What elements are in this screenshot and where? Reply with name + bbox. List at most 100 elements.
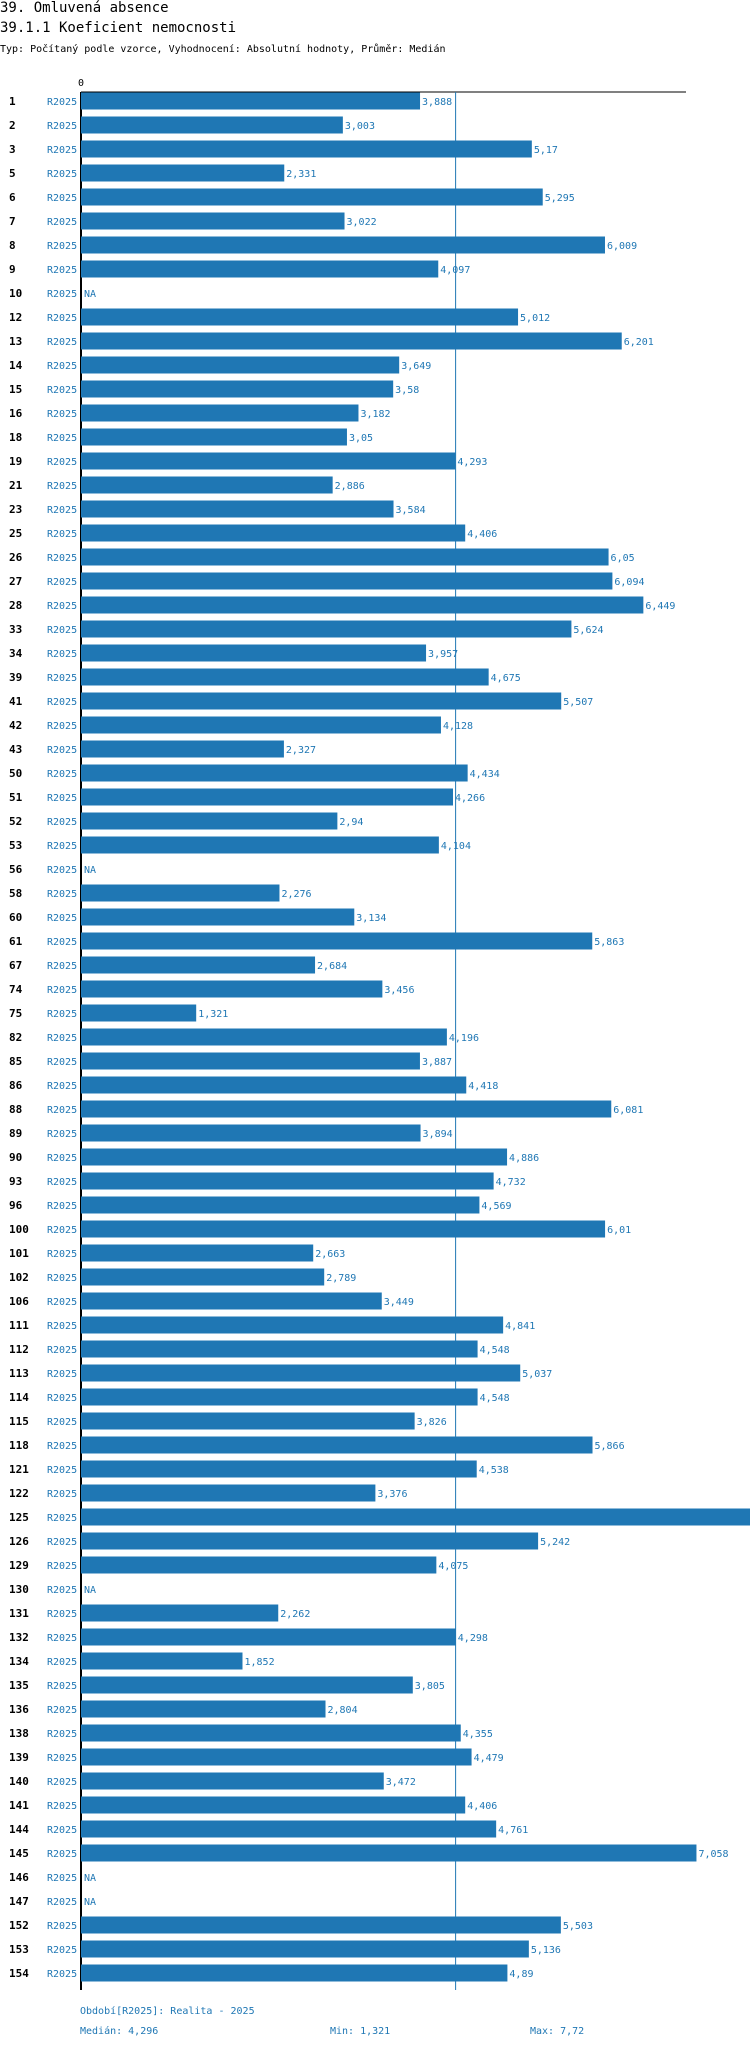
series-label: R2025 [47, 457, 77, 468]
row-label: 42 [9, 719, 22, 732]
bar [81, 956, 316, 974]
data-label: 5,242 [540, 1537, 570, 1548]
bar [81, 1700, 326, 1718]
footer-period: Období[R2025]: Realita - 2025 [80, 2006, 255, 2017]
data-label: 4,886 [509, 1153, 539, 1164]
series-label: R2025 [47, 913, 77, 924]
row-label: 154 [9, 1967, 29, 1980]
row-label: 7 [9, 215, 16, 228]
data-label: 5,295 [545, 193, 575, 204]
bar [81, 1220, 606, 1238]
bar [81, 1148, 508, 1166]
series-label: R2025 [47, 1945, 77, 1956]
data-label: 3,58 [395, 385, 419, 396]
row-label: 9 [9, 263, 16, 276]
row-label: 93 [9, 1175, 22, 1188]
series-label: R2025 [47, 721, 77, 732]
row-label: 141 [9, 1799, 29, 1812]
series-label: R2025 [47, 1465, 77, 1476]
row-label: 15 [9, 383, 22, 396]
row-label: 16 [9, 407, 23, 420]
data-label: 5,037 [522, 1369, 552, 1380]
bar [81, 908, 355, 926]
bar [81, 404, 359, 422]
row-label: 89 [9, 1127, 22, 1140]
bar [81, 1292, 382, 1310]
series-label: R2025 [47, 937, 77, 948]
series-label: R2025 [47, 1633, 77, 1644]
series-label: R2025 [47, 553, 77, 564]
series-label: R2025 [47, 1177, 77, 1188]
bar [81, 1964, 508, 1982]
footer-median: Medián: 4,296 [80, 2026, 159, 2037]
row-label: 145 [9, 1847, 29, 1860]
row-label: 101 [9, 1247, 29, 1260]
row-label: 5 [9, 167, 16, 180]
row-label: 39 [9, 671, 22, 684]
series-label: R2025 [47, 337, 77, 348]
series-label: R2025 [47, 889, 77, 900]
bar [81, 1004, 197, 1022]
data-label: 4,841 [505, 1321, 535, 1332]
bar [81, 476, 333, 494]
bar [81, 1748, 472, 1766]
row-label: 139 [9, 1751, 29, 1764]
row-label: 18 [9, 431, 22, 444]
row-label: 122 [9, 1487, 29, 1500]
data-label: 2,94 [339, 817, 363, 828]
data-label: 4,548 [480, 1393, 510, 1404]
na-label: NA [84, 1897, 96, 1908]
data-label: 4,128 [443, 721, 473, 732]
chart-title: 39.1.1 Koeficient nemocnosti [0, 20, 237, 36]
bar [81, 836, 439, 854]
row-label: 8 [9, 239, 16, 252]
series-label: R2025 [47, 1513, 77, 1524]
bar [81, 548, 609, 566]
series-label: R2025 [47, 1777, 77, 1788]
data-label: 3,649 [401, 361, 431, 372]
row-label: 86 [9, 1079, 23, 1092]
series-label: R2025 [47, 1801, 77, 1812]
bar [81, 1556, 437, 1574]
data-label: 4,675 [491, 673, 521, 684]
data-label: 3,472 [386, 1777, 416, 1788]
data-label: 3,888 [422, 97, 452, 108]
na-label: NA [84, 1873, 96, 1884]
row-label: 14 [9, 359, 23, 372]
bar [81, 1388, 478, 1406]
series-label: R2025 [47, 1297, 77, 1308]
series-label: R2025 [47, 1753, 77, 1764]
row-label: 106 [9, 1295, 29, 1308]
bar [81, 1100, 612, 1118]
series-label: R2025 [47, 481, 77, 492]
data-label: 4,548 [480, 1345, 510, 1356]
na-label: NA [84, 289, 96, 300]
bar [81, 1196, 480, 1214]
bar [81, 380, 394, 398]
row-label: 113 [9, 1367, 29, 1380]
data-label: 4,569 [481, 1201, 511, 1212]
series-label: R2025 [47, 1441, 77, 1452]
data-label: 2,684 [317, 961, 347, 972]
bar [81, 620, 572, 638]
bar [81, 92, 421, 110]
data-label: 3,376 [377, 1489, 407, 1500]
bar [81, 1244, 314, 1262]
row-label: 50 [9, 767, 22, 780]
series-label: R2025 [47, 385, 77, 396]
data-label: 4,406 [467, 1801, 497, 1812]
row-label: 56 [9, 863, 23, 876]
data-label: 6,01 [607, 1225, 631, 1236]
data-label: 6,201 [624, 337, 654, 348]
bar [81, 716, 441, 734]
data-label: 6,094 [614, 577, 644, 588]
row-label: 51 [9, 791, 23, 804]
bar [81, 428, 347, 446]
series-label: R2025 [47, 1033, 77, 1044]
series-label: R2025 [47, 649, 77, 660]
series-label: R2025 [47, 745, 77, 756]
data-label: 4,293 [457, 457, 487, 468]
bar [81, 596, 644, 614]
series-label: R2025 [47, 1825, 77, 1836]
